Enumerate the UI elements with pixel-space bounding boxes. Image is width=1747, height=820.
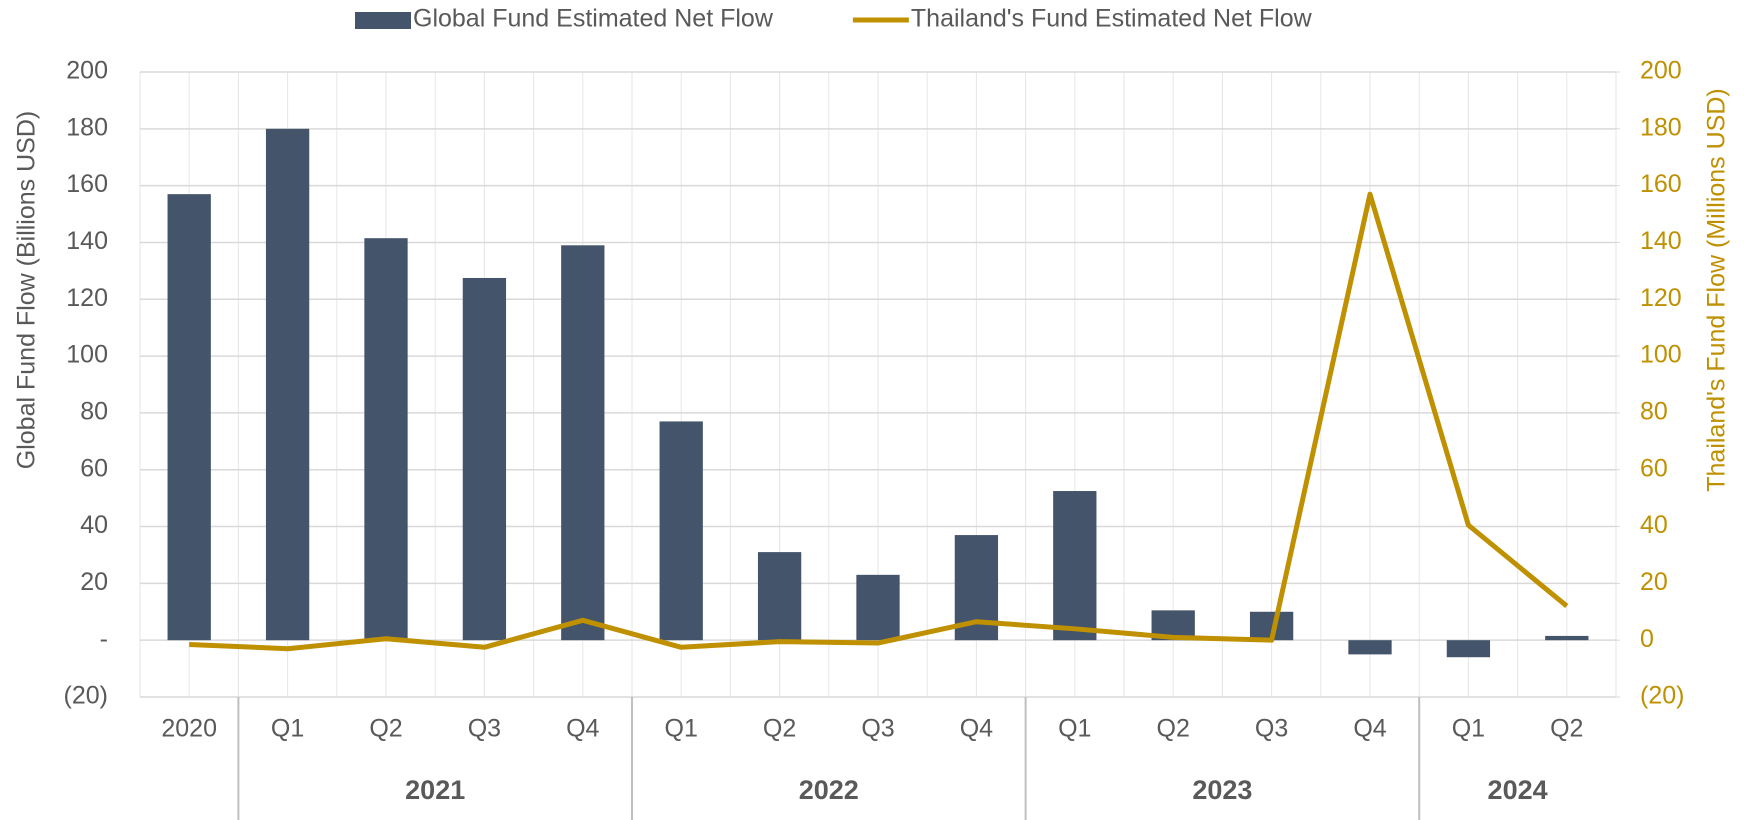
bar — [856, 574, 900, 641]
y2-tick-label: 100 — [1640, 341, 1682, 369]
y2-tick-label: 40 — [1640, 511, 1668, 539]
y2-axis-label: Thailand's Fund Flow (Millions USD) — [1703, 88, 1731, 492]
y-tick-label: 200 — [66, 57, 108, 85]
y-tick-label: 40 — [80, 511, 108, 539]
bar — [462, 277, 507, 641]
x-tick-label: Q3 — [861, 715, 894, 743]
y-tick-label: 100 — [66, 341, 108, 369]
y2-tick-label: 140 — [1640, 227, 1682, 255]
x-tick-label: Q2 — [763, 715, 796, 743]
legend-label: Global Fund Estimated Net Flow — [413, 5, 774, 33]
y2-tick-label: 60 — [1640, 454, 1668, 482]
bar — [1446, 640, 1491, 658]
bar — [364, 238, 408, 641]
x-tick-label: Q2 — [1550, 715, 1583, 743]
group-label: 2021 — [405, 775, 465, 805]
y2-tick-label: 0 — [1640, 625, 1654, 653]
x-tick-label: Q2 — [369, 715, 402, 743]
x-tick-label: Q2 — [1157, 715, 1190, 743]
group-label: 2024 — [1488, 775, 1548, 805]
x-tick-label: Q4 — [960, 715, 993, 743]
y2-tick-label: 120 — [1640, 284, 1682, 312]
y-tick-label: (20) — [64, 682, 108, 710]
x-tick-label: Q1 — [1452, 715, 1485, 743]
y2-tick-label: 200 — [1640, 57, 1682, 85]
legend-swatch — [355, 12, 411, 29]
x-tick-label: Q3 — [1255, 715, 1288, 743]
x-tick-label: Q4 — [566, 715, 599, 743]
y-tick-label: 180 — [66, 113, 108, 141]
legend-label: Thailand's Fund Estimated Net Flow — [911, 5, 1313, 33]
x-tick-label: Q1 — [271, 715, 304, 743]
x-tick-label: 2020 — [161, 715, 217, 743]
group-label: 2022 — [799, 775, 859, 805]
bar — [1348, 640, 1392, 655]
y2-tick-label: 160 — [1640, 170, 1682, 198]
bar — [1053, 491, 1097, 641]
y-tick-label: 140 — [66, 227, 108, 255]
y-tick-label: 20 — [80, 568, 108, 596]
y-tick-label: 120 — [66, 284, 108, 312]
y2-tick-label: 80 — [1640, 398, 1668, 426]
bar — [561, 245, 605, 641]
y-tick-label: 80 — [80, 398, 108, 426]
line — [189, 191, 1569, 652]
bar — [265, 128, 310, 641]
x-tick-label: Q1 — [1058, 715, 1091, 743]
y2-tick-label: 180 — [1640, 113, 1682, 141]
y-tick-label: 60 — [80, 454, 108, 482]
bar — [757, 552, 802, 641]
group-label: 2023 — [1192, 775, 1252, 805]
x-tick-label: Q1 — [665, 715, 698, 743]
x-tick-label: Q4 — [1353, 715, 1386, 743]
y-tick-label: - — [100, 625, 108, 653]
bar — [659, 421, 703, 641]
x-tick-label: Q3 — [468, 715, 501, 743]
bar — [167, 194, 211, 641]
y-tick-label: 160 — [66, 170, 108, 198]
y2-tick-label: 20 — [1640, 568, 1668, 596]
y2-tick-label: (20) — [1640, 682, 1684, 710]
y-axis-label: Global Fund Flow (Billions USD) — [13, 111, 41, 469]
bar — [1545, 635, 1589, 641]
